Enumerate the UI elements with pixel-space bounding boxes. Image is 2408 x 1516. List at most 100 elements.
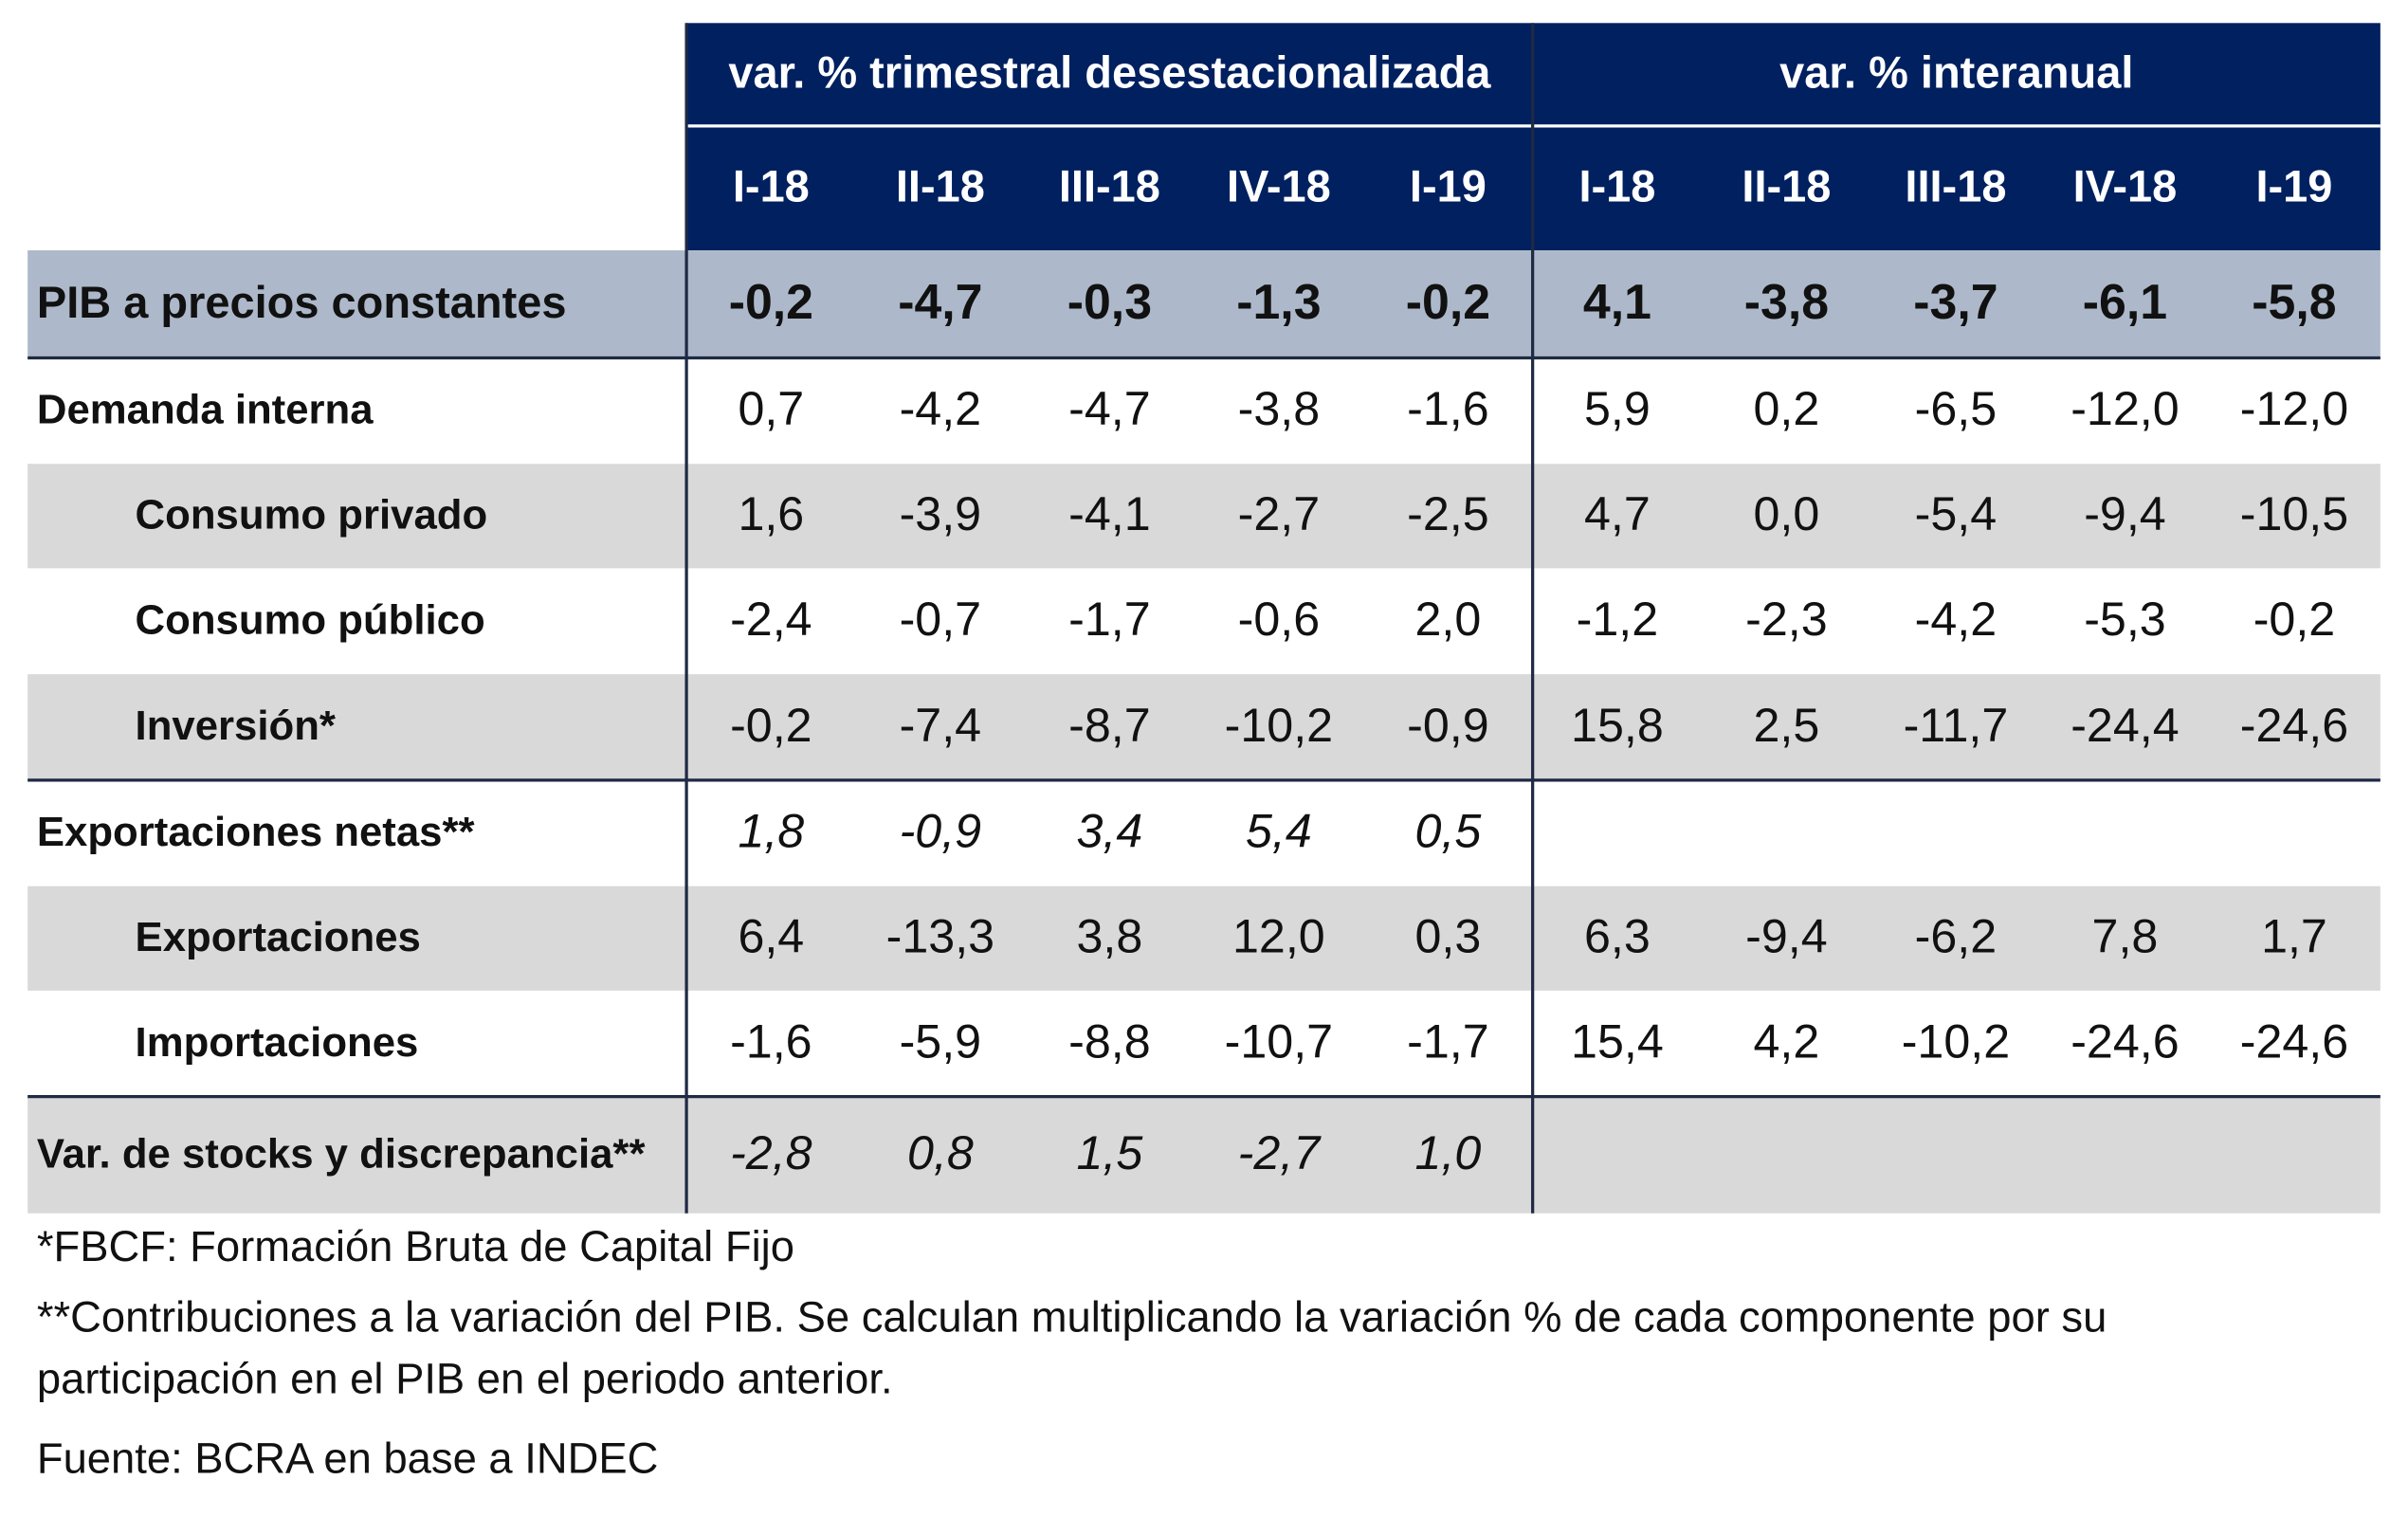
period-header: III-18 — [1905, 160, 2006, 210]
cell-value: -5,8 — [2252, 274, 2336, 329]
cell-value: -0,2 — [1406, 274, 1490, 329]
cell-value: -1,7 — [1068, 593, 1151, 646]
cell-value: 15,4 — [1571, 1015, 1664, 1069]
cell-value: -9,4 — [1745, 910, 1828, 963]
cell-value: 5,4 — [1246, 805, 1312, 858]
cell-value: -0,2 — [729, 274, 813, 329]
period-header: I-19 — [1410, 160, 1487, 210]
cell-value: -6,1 — [2083, 274, 2167, 329]
footnote-box: **Contribuciones a la variación del PIB.… — [36, 1292, 2107, 1402]
group-header: var. % interanual — [1779, 47, 2133, 98]
cell-value: 6,4 — [738, 910, 804, 963]
cell-value: -5,3 — [2084, 593, 2166, 646]
period-header: III-18 — [1059, 160, 1160, 210]
row-bg — [27, 886, 2381, 991]
cell-value: -0,3 — [1067, 274, 1152, 329]
cell-value: -9,4 — [2084, 487, 2166, 540]
cell-value: -3,8 — [1744, 274, 1829, 329]
cell-value: -5,9 — [900, 1015, 982, 1069]
cell-value: -6,5 — [1915, 382, 1998, 435]
cell-value: -10,2 — [1225, 699, 1333, 752]
cell-value: -7,4 — [900, 699, 982, 752]
row-label: Consumo público — [136, 596, 485, 643]
cell-value: -10,2 — [1902, 1015, 2010, 1069]
period-header: I-18 — [1578, 160, 1655, 210]
cell-value: 6,3 — [1584, 910, 1651, 963]
cell-value: -12,0 — [2071, 382, 2179, 435]
cell-value: 1,6 — [738, 487, 804, 540]
cell-value: 2,5 — [1754, 699, 1820, 752]
row-label: Inversión* — [136, 703, 336, 749]
cell-value: 0,5 — [1415, 805, 1483, 858]
cell-value: -2,7 — [1238, 487, 1321, 540]
footnote: *FBCF: Formación Bruta de Capital Fijo — [36, 1222, 794, 1270]
cell-value: -1,6 — [1407, 382, 1489, 435]
cell-value: -2,7 — [1238, 1126, 1323, 1179]
period-header: I-18 — [733, 160, 810, 210]
cell-value: -0,6 — [1238, 593, 1321, 646]
cell-value: -1,6 — [730, 1015, 812, 1069]
cell-value: -1,3 — [1236, 274, 1321, 329]
cell-value: -0,2 — [730, 699, 812, 752]
cell-value: 4,1 — [1583, 274, 1651, 329]
row-bg — [27, 464, 2381, 569]
cell-value: -1,2 — [1577, 593, 1659, 646]
cell-value: -8,7 — [1068, 699, 1151, 752]
footnote-box: Fuente: BCRA en base a INDEC — [36, 1434, 659, 1483]
footnote-box: *FBCF: Formación Bruta de Capital Fijo — [36, 1222, 794, 1270]
footnote: Fuente: BCRA en base a INDEC — [36, 1434, 659, 1483]
cell-value: 3,4 — [1076, 805, 1142, 858]
row-bg — [27, 674, 2381, 780]
cell-value: 4,7 — [1584, 487, 1651, 540]
cell-value: -0,2 — [2253, 593, 2336, 646]
cell-value: -2,8 — [730, 1126, 812, 1179]
cell-value: 0,8 — [907, 1126, 974, 1179]
cell-value: -24,6 — [2240, 699, 2348, 752]
cell-value: -8,8 — [1068, 1015, 1151, 1069]
cell-value: -6,2 — [1915, 910, 1998, 963]
cell-value: 2,0 — [1415, 593, 1482, 646]
period-header: IV-18 — [1227, 160, 1331, 210]
cell-value: 15,8 — [1571, 699, 1664, 752]
cell-value: 1,5 — [1076, 1126, 1143, 1179]
cell-value: 12,0 — [1232, 910, 1325, 963]
cell-value: -2,3 — [1745, 593, 1828, 646]
footnote: **Contribuciones a la variación del PIB.… — [36, 1292, 2107, 1402]
row-label: Var. de stocks y discrepancia** — [37, 1130, 646, 1177]
cell-value: 4,2 — [1754, 1015, 1820, 1069]
cell-value: -5,4 — [1915, 487, 1998, 540]
cell-value: -4,2 — [1915, 593, 1998, 646]
cell-value: -24,6 — [2071, 1015, 2179, 1069]
cell-value: -2,5 — [1407, 487, 1489, 540]
cell-value: 1,8 — [738, 805, 804, 858]
row-bg — [27, 250, 2381, 358]
cell-value: -0,9 — [1407, 699, 1489, 752]
cell-value: 5,9 — [1584, 382, 1651, 435]
group-header: var. % trimestral desestacionalizada — [728, 47, 1491, 98]
cell-value: -4,2 — [900, 382, 982, 435]
cell-value: -3,9 — [900, 487, 982, 540]
cell-value: -1,7 — [1407, 1015, 1489, 1069]
cell-value: -10,5 — [2240, 487, 2348, 540]
row-label: Demanda interna — [37, 386, 374, 432]
cell-value: 0,7 — [738, 382, 804, 435]
cell-value: 0,0 — [1754, 487, 1820, 540]
cell-value: -10,7 — [1225, 1015, 1333, 1069]
cell-value: -4,7 — [898, 274, 982, 329]
row-label: Consumo privado — [136, 491, 488, 538]
cell-value: 7,8 — [2092, 910, 2159, 963]
cell-value: 1,7 — [2261, 910, 2327, 963]
cell-value: -0,9 — [900, 805, 982, 858]
cell-value: -24,6 — [2240, 1015, 2348, 1069]
cell-value: -4,1 — [1068, 487, 1151, 540]
period-header: I-19 — [2255, 160, 2332, 210]
cell-value: -11,7 — [1904, 699, 2009, 752]
cell-value: -24,4 — [2071, 699, 2179, 752]
row-bg — [27, 1096, 2381, 1214]
cell-value: -2,4 — [730, 593, 812, 646]
cell-value: -3,7 — [1913, 274, 1998, 329]
cell-value: -4,7 — [1068, 382, 1151, 435]
row-label: Importaciones — [136, 1019, 419, 1066]
